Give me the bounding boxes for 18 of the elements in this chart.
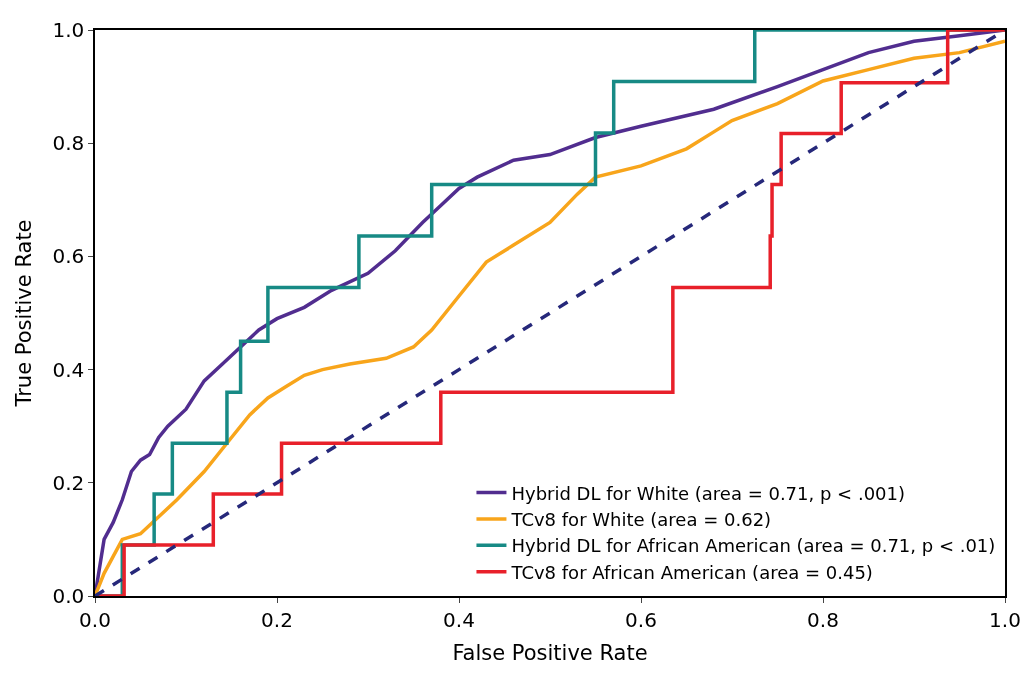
x-tick-label: 1.0	[989, 607, 1021, 632]
x-tick-label: 0.0	[79, 607, 111, 632]
x-axis-title: False Positive Rate	[452, 641, 648, 666]
legend-label: TCv8 for African American (area = 0.45)	[510, 561, 873, 583]
legend-label: Hybrid DL for White (area = 0.71, p < .001)	[511, 482, 906, 504]
y-tick-label: 0.4	[52, 357, 85, 382]
y-tick-label: 1.0	[52, 18, 85, 42]
x-tick-label: 0.8	[807, 607, 839, 632]
legend-label: TCv8 for White (area = 0.62)	[510, 508, 772, 530]
y-tick-label: 0.0	[52, 584, 85, 608]
y-tick-label: 0.6	[52, 244, 85, 269]
y-axis-title: True Positive Rate	[12, 219, 37, 408]
x-tick-label: 0.6	[625, 607, 657, 632]
y-tick-label: 0.8	[52, 131, 85, 156]
y-tick-label: 0.2	[52, 470, 85, 495]
x-tick-label: 0.4	[443, 607, 475, 632]
legend-label: Hybrid DL for African American (area = 0.71, p < .01)	[511, 535, 996, 557]
x-tick-label: 0.2	[261, 607, 293, 632]
